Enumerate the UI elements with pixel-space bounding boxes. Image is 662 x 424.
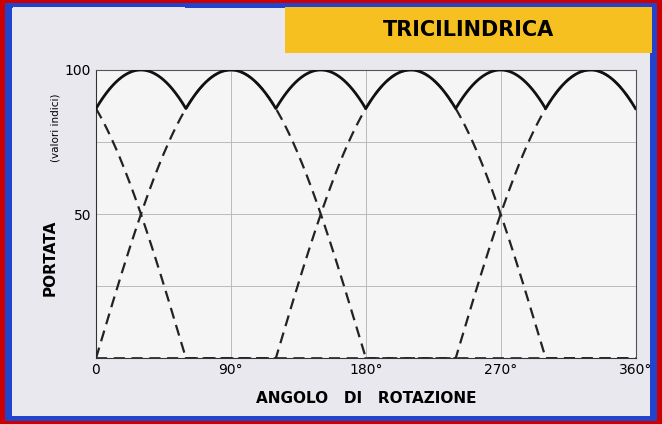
FancyBboxPatch shape [13,7,185,53]
FancyBboxPatch shape [285,7,652,53]
FancyBboxPatch shape [5,3,657,421]
X-axis label: ANGOLO   DI   ROTAZIONE: ANGOLO DI ROTAZIONE [256,391,476,406]
Text: (valori indici): (valori indici) [50,93,60,162]
Text: PORTATA: PORTATA [42,219,58,296]
Text: TRICILINDRICA: TRICILINDRICA [383,20,553,40]
FancyBboxPatch shape [12,8,650,416]
